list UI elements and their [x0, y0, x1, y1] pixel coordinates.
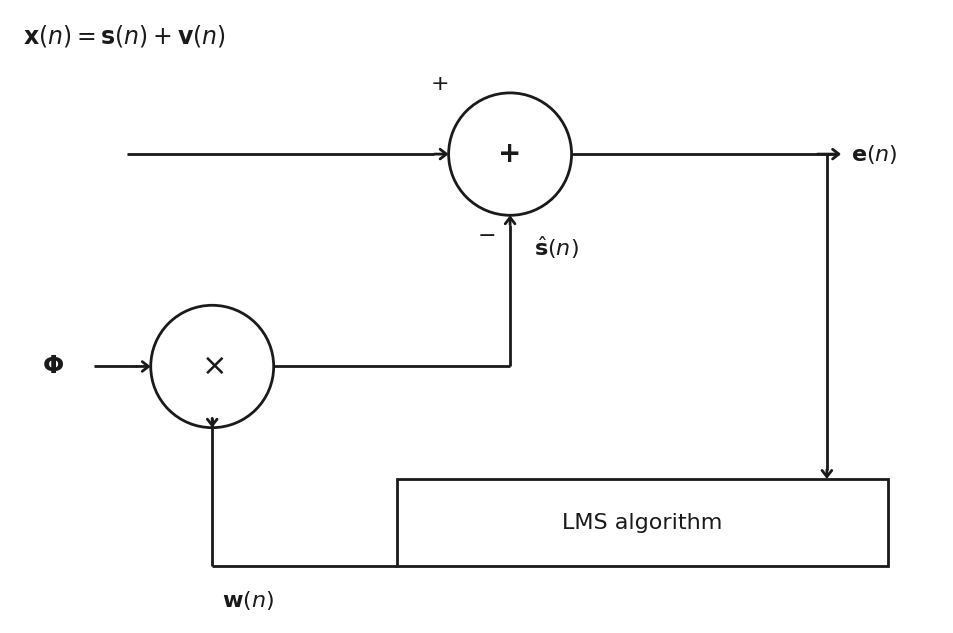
Text: +: +	[497, 140, 521, 168]
Text: LMS algorithm: LMS algorithm	[561, 513, 722, 532]
Text: $\mathbf{\Phi}$: $\mathbf{\Phi}$	[42, 354, 64, 379]
Text: $\mathbf{w}(n)$: $\mathbf{w}(n)$	[221, 589, 274, 612]
Text: $+$: $+$	[430, 73, 448, 94]
Text: $\mathbf{x}(n) = \mathbf{s}(n) + \mathbf{v}(n)$: $\mathbf{x}(n) = \mathbf{s}(n) + \mathbf…	[23, 23, 226, 49]
Text: $\times$: $\times$	[200, 352, 224, 381]
Bar	[396, 479, 887, 567]
Text: $-$: $-$	[476, 224, 495, 244]
Text: $\hat{\mathbf{s}}(n)$: $\hat{\mathbf{s}}(n)$	[533, 234, 578, 261]
Text: $\mathbf{e}(n)$: $\mathbf{e}(n)$	[850, 142, 896, 166]
